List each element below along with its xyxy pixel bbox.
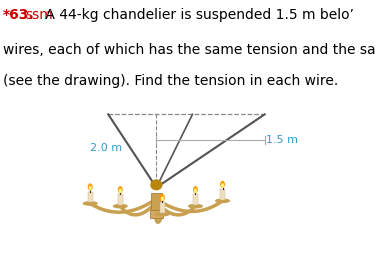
Text: 2.0 m: 2.0 m: [90, 143, 122, 153]
FancyBboxPatch shape: [193, 194, 198, 205]
Ellipse shape: [216, 199, 229, 202]
Ellipse shape: [118, 187, 122, 193]
Text: ssm: ssm: [26, 8, 53, 22]
Ellipse shape: [89, 186, 91, 190]
Ellipse shape: [119, 189, 121, 192]
Ellipse shape: [88, 184, 92, 190]
Ellipse shape: [160, 195, 164, 201]
Ellipse shape: [195, 189, 196, 192]
Ellipse shape: [155, 213, 169, 216]
Ellipse shape: [83, 202, 97, 205]
Circle shape: [151, 180, 162, 190]
Ellipse shape: [221, 181, 224, 187]
FancyBboxPatch shape: [88, 192, 93, 202]
FancyBboxPatch shape: [118, 194, 123, 205]
Text: (see the drawing). Find the tension in each wire.: (see the drawing). Find the tension in e…: [3, 74, 338, 89]
FancyBboxPatch shape: [160, 202, 165, 213]
Ellipse shape: [189, 205, 202, 208]
FancyBboxPatch shape: [151, 193, 162, 211]
Text: wires, each of which has the same tension and the sa: wires, each of which has the same tensio…: [3, 43, 376, 57]
Text: *63.: *63.: [3, 8, 35, 22]
Ellipse shape: [114, 205, 127, 208]
FancyBboxPatch shape: [150, 210, 163, 218]
Ellipse shape: [162, 197, 163, 200]
Text: A 44-kg chandelier is suspended 1.5 m belo’: A 44-kg chandelier is suspended 1.5 m be…: [41, 8, 354, 22]
Ellipse shape: [222, 184, 223, 187]
Text: 1.5 m: 1.5 m: [266, 135, 298, 145]
Ellipse shape: [194, 187, 197, 193]
FancyBboxPatch shape: [220, 189, 225, 200]
